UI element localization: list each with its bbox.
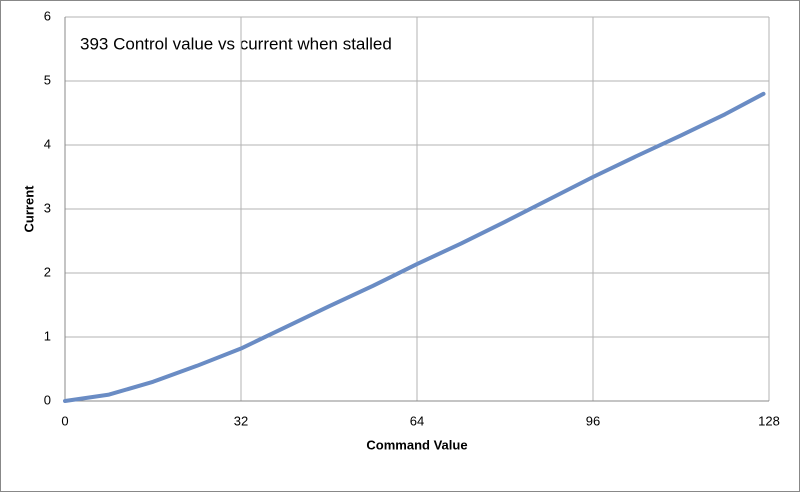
- y-axis-label: Current: [21, 185, 36, 233]
- y-tick-label: 0: [44, 392, 51, 407]
- y-tick-label: 1: [44, 328, 51, 343]
- x-tick-label: 0: [61, 413, 68, 428]
- x-tick-label: 32: [234, 413, 248, 428]
- x-tick-label: 128: [758, 413, 780, 428]
- data-line: [63, 91, 766, 403]
- chart-title: 393 Control value vs current when stalle…: [80, 34, 392, 53]
- y-tick-label: 3: [44, 200, 51, 215]
- y-tick-label: 6: [44, 8, 51, 23]
- y-tick-label: 4: [44, 136, 51, 151]
- x-tick-label: 64: [410, 413, 424, 428]
- y-tick-label: 5: [44, 72, 51, 87]
- x-tick-label: 96: [586, 413, 600, 428]
- x-axis-label: Command Value: [366, 437, 467, 452]
- y-tick-label: 2: [44, 264, 51, 279]
